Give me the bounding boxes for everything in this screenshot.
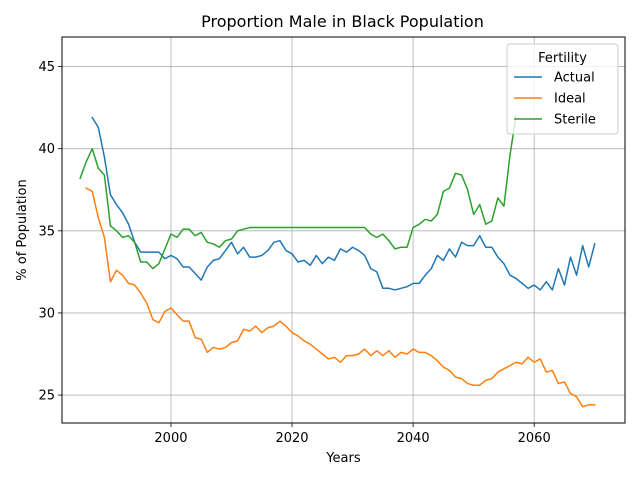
legend-label-ideal: Ideal bbox=[554, 92, 586, 107]
legend-label-sterile: Sterile bbox=[554, 113, 596, 128]
chart-title: Proportion Male in Black Population bbox=[201, 12, 484, 31]
series-line-ideal bbox=[85, 187, 596, 408]
plot-frame bbox=[61, 36, 626, 424]
legend: Fertility Actual Ideal Sterile bbox=[506, 43, 619, 135]
y-tick-label: 45 bbox=[38, 60, 55, 75]
legend-label-actual: Actual bbox=[554, 71, 595, 86]
legend-title: Fertility bbox=[538, 51, 587, 66]
y-tick-label: 25 bbox=[38, 389, 55, 404]
y-axis-label: % of Population bbox=[15, 179, 30, 280]
y-tick-label: 40 bbox=[38, 142, 55, 157]
x-tick-label: 2040 bbox=[397, 431, 430, 446]
x-axis: 2000 2020 2040 2060 bbox=[154, 423, 551, 446]
legend-box bbox=[506, 43, 619, 135]
y-tick-label: 35 bbox=[38, 224, 55, 239]
x-tick-label: 2060 bbox=[518, 431, 551, 446]
x-tick-label: 2000 bbox=[154, 431, 187, 446]
series-line-actual bbox=[91, 116, 596, 291]
legend-entries: Actual Ideal Sterile bbox=[514, 71, 596, 128]
x-tick-label: 2020 bbox=[275, 431, 308, 446]
y-axis: 25 30 35 40 45 bbox=[38, 60, 62, 404]
plot-lines bbox=[79, 114, 596, 408]
x-axis-label: Years bbox=[325, 451, 361, 466]
y-tick-label: 30 bbox=[38, 306, 55, 321]
series-line-sterile bbox=[79, 114, 517, 270]
